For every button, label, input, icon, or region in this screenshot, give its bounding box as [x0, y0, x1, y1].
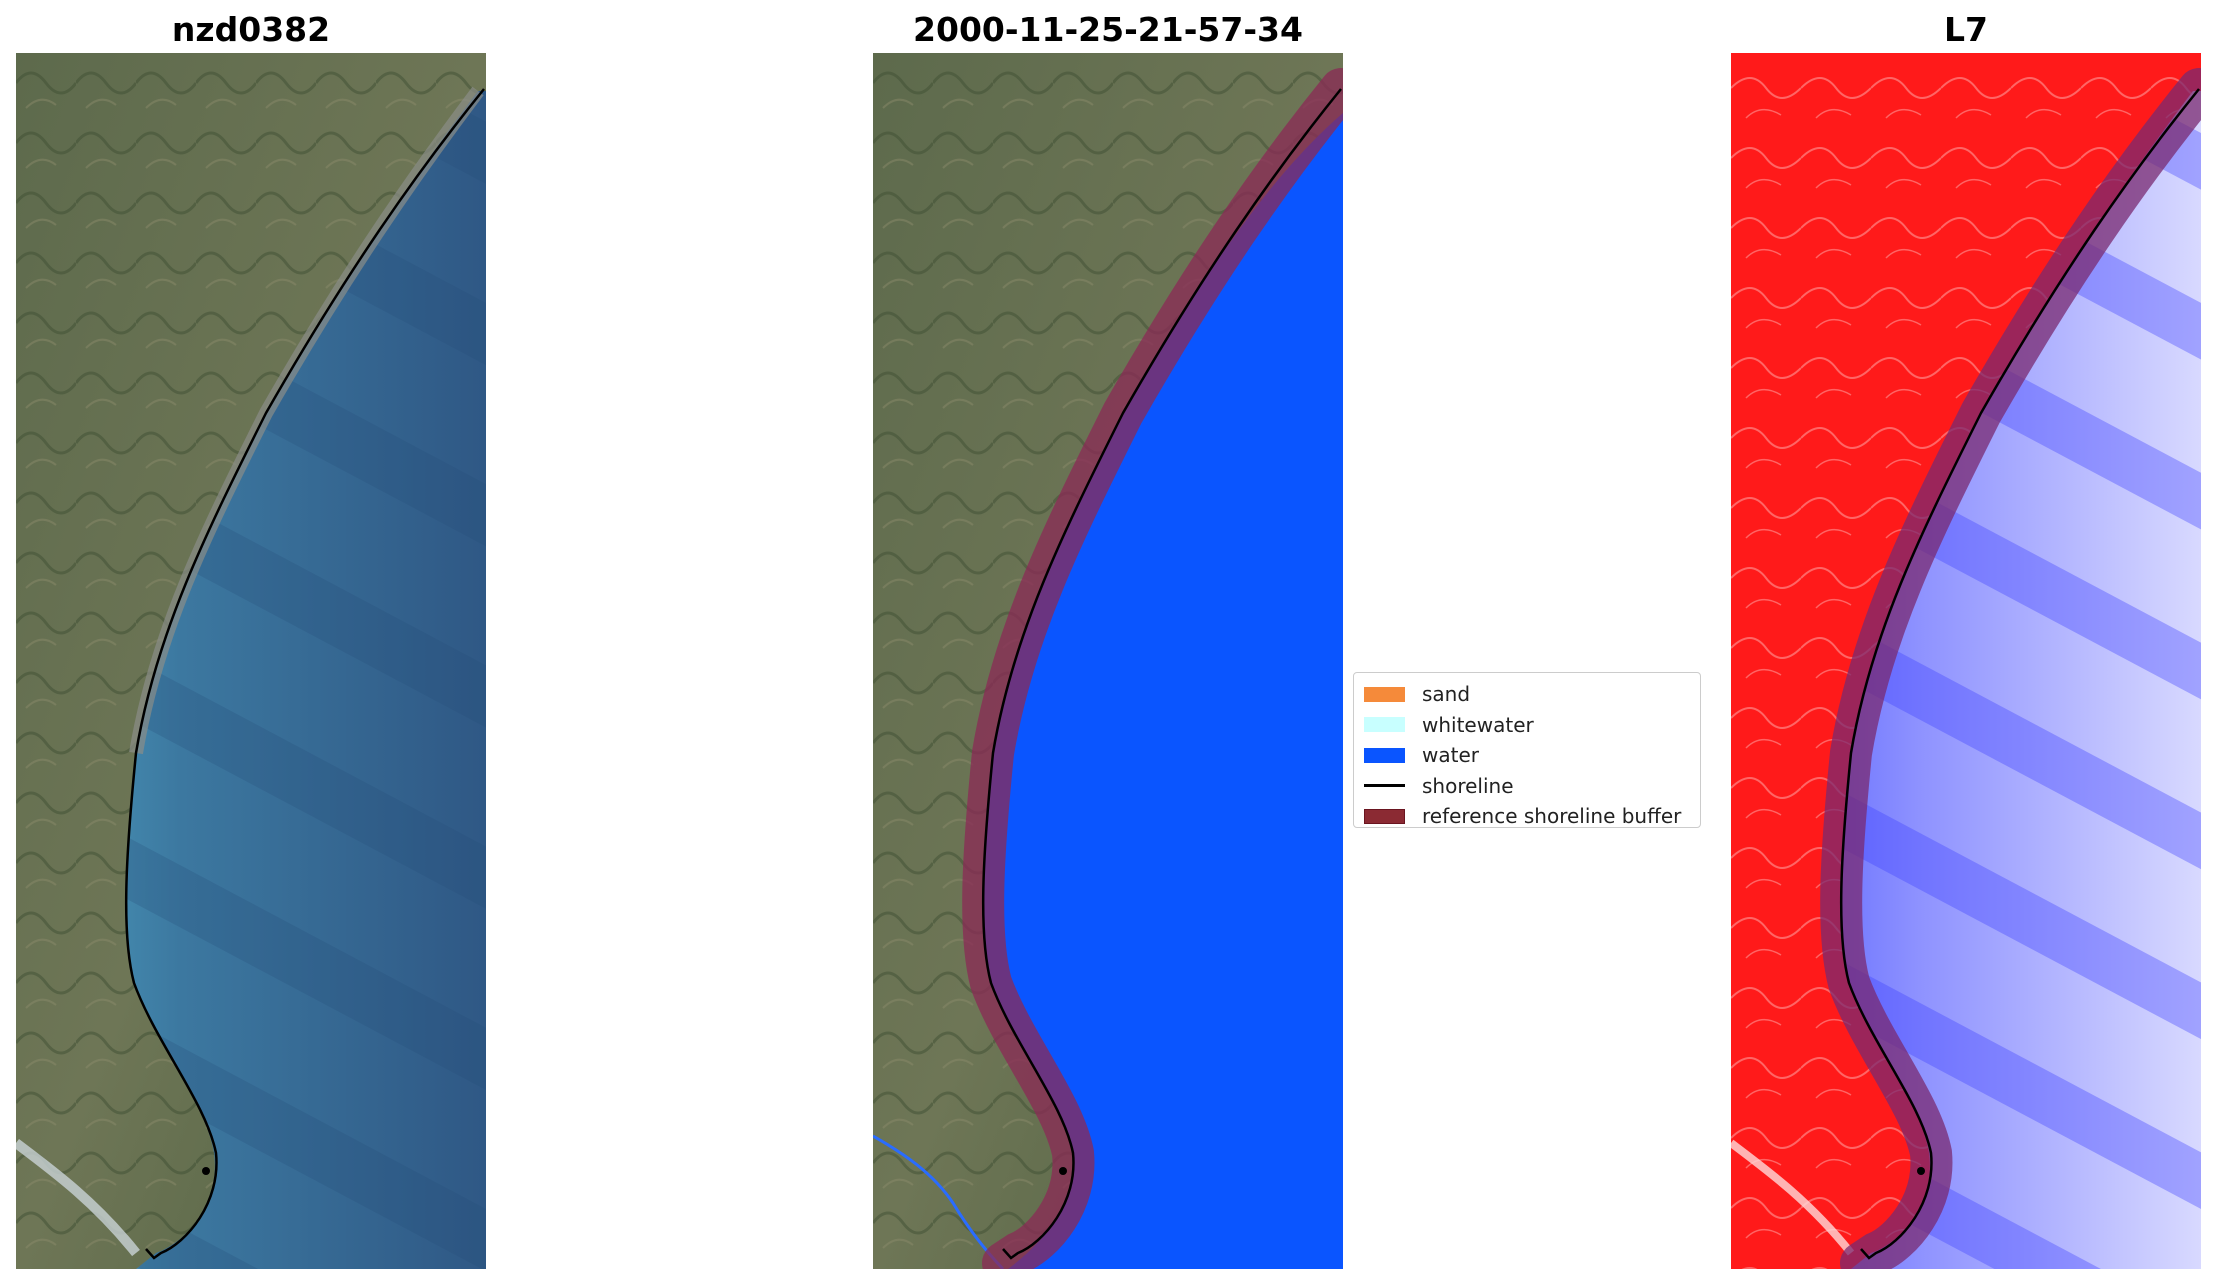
shoreline-line: [981, 88, 1342, 1260]
panel-title-satellite: L7: [1944, 10, 1988, 49]
legend-item-shoreline: shoreline: [1364, 771, 1690, 802]
legend-label-sand: sand: [1422, 682, 1471, 707]
panel-title-date: 2000-11-25-21-57-34: [913, 10, 1303, 49]
legend-item-whitewater: whitewater: [1364, 710, 1690, 741]
shoreline-line-swatch: [1364, 784, 1405, 788]
whitewater-swatch: [1364, 717, 1405, 733]
legend-label-water: water: [1422, 743, 1479, 768]
rgb-satellite-image: [16, 53, 486, 1269]
legend-item-water: water: [1364, 740, 1690, 771]
legend-item-sand: sand: [1364, 679, 1690, 710]
legend: sand whitewater water shoreline referenc…: [1353, 672, 1701, 828]
sand-swatch: [1364, 686, 1405, 702]
shoreline-line: [1839, 88, 2200, 1260]
classified-image: [873, 53, 1343, 1269]
rgb-image-panel: [16, 53, 486, 1269]
buffer-swatch: [1364, 808, 1405, 824]
water-class-area: [983, 113, 1343, 1269]
classification-panel: [873, 53, 1343, 1269]
legend-label-whitewater: whitewater: [1422, 712, 1534, 737]
legend-label-shoreline: shoreline: [1422, 773, 1514, 798]
water-swatch: [1364, 747, 1405, 763]
shoreline-line: [124, 88, 485, 1260]
index-panel: [1731, 53, 2201, 1269]
legend-item-buffer: reference shoreline buffer: [1364, 801, 1690, 832]
legend-label-buffer: reference shoreline buffer: [1422, 804, 1682, 829]
index-image: [1731, 53, 2201, 1269]
panel-title-site: nzd0382: [171, 10, 331, 49]
